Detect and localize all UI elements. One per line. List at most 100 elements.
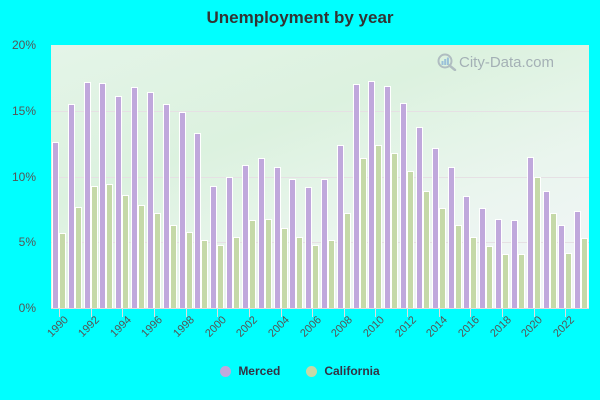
- bar-california-1992[interactable]: [90, 185, 98, 308]
- bar-california-2007[interactable]: [328, 239, 335, 308]
- bar-california-2016[interactable]: [470, 237, 478, 308]
- chart-title: Unemployment by year: [206, 8, 394, 27]
- bar-california-1991[interactable]: [74, 206, 82, 308]
- bar-california-1998[interactable]: [185, 231, 193, 308]
- x-tick: [280, 309, 282, 317]
- bar-merced-2021[interactable]: [542, 190, 550, 308]
- bar-merced-2011[interactable]: [384, 85, 392, 308]
- x-tick-label: 2010: [361, 314, 387, 340]
- bar-california-2009[interactable]: [359, 158, 367, 308]
- x-tick-label: 2014: [424, 314, 451, 340]
- bar-california-2002[interactable]: [248, 219, 256, 308]
- bar-california-2018[interactable]: [502, 254, 510, 308]
- bar-california-2023[interactable]: [581, 238, 589, 308]
- bar-merced-1993[interactable]: [99, 83, 107, 308]
- bar-merced-2005[interactable]: [289, 179, 297, 308]
- bar-merced-1996[interactable]: [146, 92, 154, 308]
- x-tick-label: 2004: [266, 314, 293, 340]
- bar-california-1995[interactable]: [138, 205, 146, 308]
- bar-california-2022[interactable]: [565, 252, 573, 308]
- bar-california-2014[interactable]: [438, 208, 446, 308]
- bar-merced-1991[interactable]: [67, 104, 75, 308]
- bar-california-2013[interactable]: [422, 190, 430, 308]
- bar-california-2003[interactable]: [264, 218, 272, 308]
- bar-california-1997[interactable]: [169, 225, 177, 308]
- bar-merced-1997[interactable]: [162, 104, 170, 308]
- bar-merced-2022[interactable]: [558, 225, 566, 308]
- bar-merced-2023[interactable]: [574, 210, 582, 308]
- bar-merced-1992[interactable]: [83, 81, 91, 308]
- bar-california-1994[interactable]: [122, 194, 130, 308]
- bar-merced-2006[interactable]: [305, 187, 313, 308]
- x-tick: [533, 309, 535, 317]
- bar-california-2004[interactable]: [280, 227, 288, 308]
- bar-california-2019[interactable]: [517, 254, 525, 308]
- bar-merced-2019[interactable]: [510, 219, 518, 308]
- bar-merced-2003[interactable]: [257, 158, 265, 308]
- bar-california-2011[interactable]: [391, 152, 399, 308]
- bar-merced-2001[interactable]: [226, 176, 234, 308]
- bar-merced-1999[interactable]: [194, 133, 202, 308]
- legend-label: Merced: [238, 364, 281, 378]
- bar-california-2005[interactable]: [296, 237, 304, 308]
- bar-merced-2020[interactable]: [526, 156, 534, 308]
- bar-california-1996[interactable]: [153, 213, 161, 308]
- x-tick-label: 1998: [171, 314, 198, 340]
- bar-merced-2014[interactable]: [431, 147, 439, 308]
- x-tick: [217, 309, 219, 317]
- x-tick: [90, 309, 92, 317]
- x-tick-label: 2012: [392, 314, 419, 340]
- bar-merced-2013[interactable]: [415, 126, 423, 308]
- gridline: [51, 242, 589, 244]
- bar-merced-2002[interactable]: [241, 164, 249, 308]
- bar-california-1990[interactable]: [59, 233, 66, 308]
- bar-california-2012[interactable]: [407, 171, 415, 308]
- legend-item-merced[interactable]: Merced: [220, 364, 280, 378]
- bar-merced-2016[interactable]: [463, 196, 471, 308]
- legend: Merced California: [0, 364, 600, 378]
- x-tick: [59, 309, 60, 317]
- bar-california-2015[interactable]: [454, 225, 462, 308]
- y-tick-label: 0%: [18, 301, 36, 315]
- bar-merced-2008[interactable]: [336, 144, 344, 308]
- x-axis-line: [51, 308, 589, 309]
- x-tick: [153, 309, 155, 317]
- x-tick: [185, 309, 187, 317]
- plot-area: [51, 45, 589, 308]
- x-tick-label: 2008: [329, 314, 356, 340]
- bar-merced-2007[interactable]: [321, 179, 328, 308]
- legend-item-california[interactable]: California: [306, 364, 380, 378]
- bar-california-2017[interactable]: [486, 246, 494, 308]
- bar-merced-1990[interactable]: [52, 142, 59, 308]
- watermark-text: City-Data.com: [459, 53, 555, 71]
- bar-california-1993[interactable]: [106, 184, 114, 308]
- bar-merced-1994[interactable]: [115, 96, 123, 308]
- bar-merced-1998[interactable]: [178, 112, 186, 308]
- bar-merced-2015[interactable]: [447, 167, 455, 308]
- y-tick-label: 10%: [11, 169, 36, 184]
- bar-california-2010[interactable]: [375, 144, 383, 308]
- x-tick: [312, 309, 314, 317]
- bar-merced-2000[interactable]: [210, 185, 218, 308]
- x-tick: [407, 309, 409, 317]
- y-tick-label: 15%: [11, 103, 36, 118]
- x-tick-label: 1996: [139, 314, 166, 340]
- bar-merced-2010[interactable]: [368, 80, 376, 308]
- bar-merced-1995[interactable]: [131, 87, 139, 308]
- bar-california-1999[interactable]: [201, 239, 209, 308]
- bar-california-2000[interactable]: [217, 244, 225, 308]
- bar-california-2021[interactable]: [549, 213, 557, 308]
- bar-california-2020[interactable]: [533, 176, 541, 308]
- bar-merced-2017[interactable]: [479, 208, 487, 308]
- x-tick: [438, 309, 440, 317]
- bar-california-2006[interactable]: [312, 244, 320, 308]
- bar-merced-2009[interactable]: [352, 84, 360, 308]
- bar-california-2008[interactable]: [343, 213, 351, 308]
- bar-california-2001[interactable]: [233, 237, 241, 308]
- watermark: City-Data.com: [437, 53, 554, 71]
- bar-merced-2018[interactable]: [495, 218, 503, 308]
- bar-merced-2012[interactable]: [400, 102, 408, 308]
- x-tick-label: 1994: [107, 314, 134, 340]
- x-tick-label: 2018: [487, 314, 514, 340]
- bar-merced-2004[interactable]: [273, 167, 281, 308]
